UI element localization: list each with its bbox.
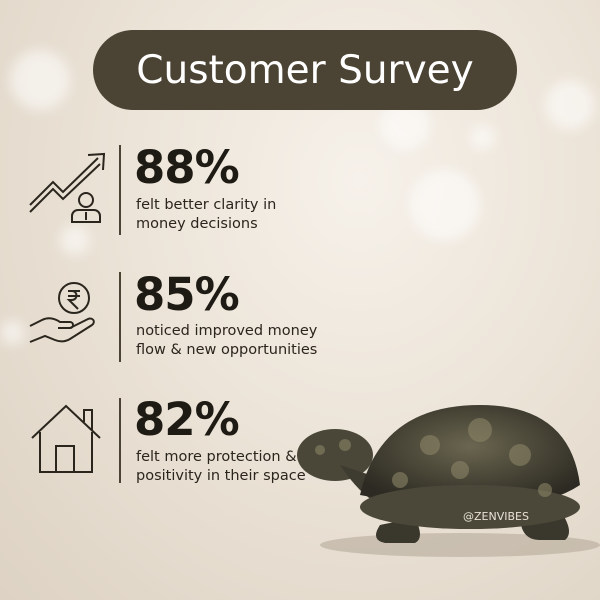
- stat-description: felt better clarity in money decisions: [136, 196, 276, 234]
- line: noticed improved money: [136, 323, 318, 339]
- divider: [119, 272, 121, 362]
- line: flow & new opportunities: [136, 342, 318, 358]
- divider: [119, 145, 121, 235]
- bokeh: [410, 170, 480, 240]
- line: felt more protection &: [136, 449, 297, 465]
- stat-description: noticed improved money flow & new opportu…: [136, 322, 317, 360]
- money-hand-icon: [29, 282, 95, 343]
- watermark: @ZENVIBES: [463, 510, 529, 523]
- line: money decisions: [136, 216, 258, 232]
- title-pill: Customer Survey: [93, 30, 517, 110]
- growth-icon: [29, 152, 106, 223]
- stat-value: 88%: [134, 141, 240, 194]
- line: positivity in their space: [136, 468, 306, 484]
- stat-value: 85%: [134, 268, 240, 321]
- title: Customer Survey: [136, 47, 474, 93]
- bokeh: [470, 125, 495, 150]
- stat-value: 82%: [134, 393, 240, 446]
- bokeh: [60, 225, 90, 255]
- turtle-image: [297, 405, 600, 557]
- bokeh: [10, 50, 70, 110]
- bokeh: [0, 320, 25, 345]
- stat-description: felt more protection & positivity in thei…: [136, 448, 306, 486]
- divider: [119, 398, 121, 483]
- bokeh: [545, 80, 595, 130]
- house-icon: [31, 404, 101, 473]
- line: felt better clarity in: [136, 197, 277, 213]
